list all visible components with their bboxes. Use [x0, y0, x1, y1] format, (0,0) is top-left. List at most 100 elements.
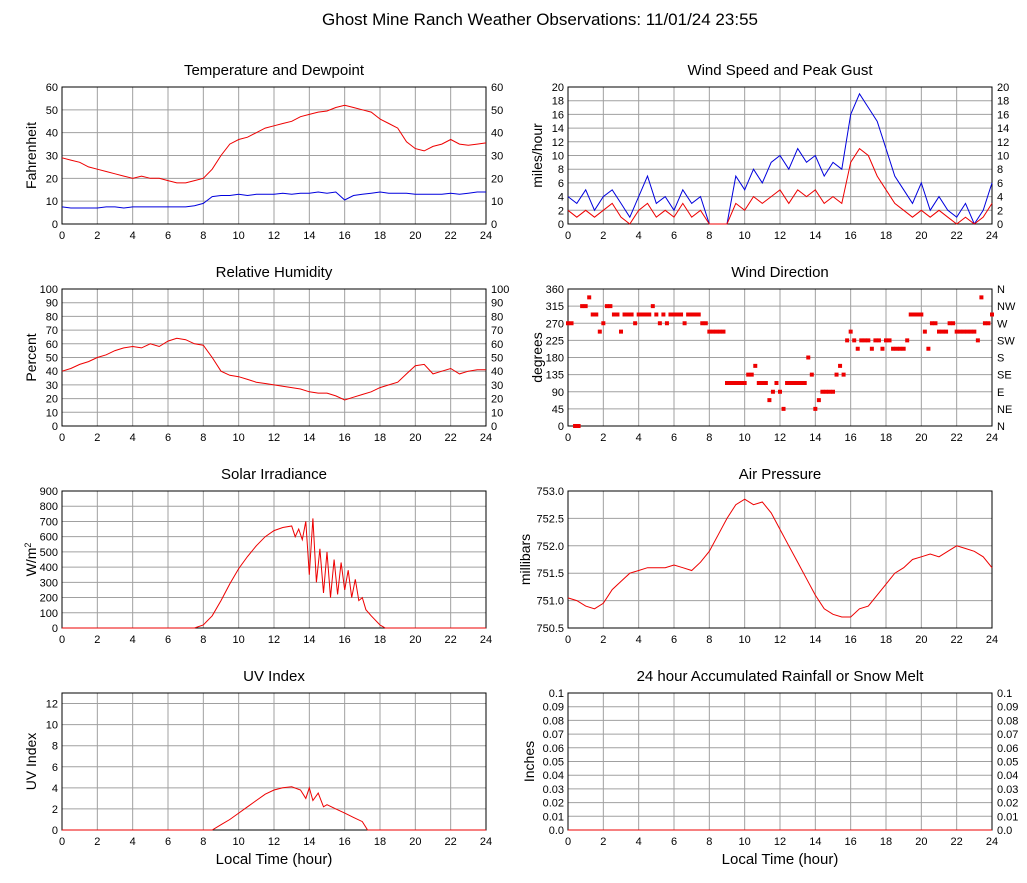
rain-right-tick-label: 0.1	[997, 688, 1012, 700]
wind_direction-point	[710, 329, 715, 334]
temperature-right-tick-label: 60	[491, 82, 503, 94]
wind_speed-ytick-label: 16	[552, 109, 564, 121]
wind_direction-point	[898, 346, 903, 351]
pressure-xtick-label: 0	[565, 634, 571, 646]
temperature-right-tick-label: 20	[491, 173, 503, 185]
wind_direction-xtick-label: 22	[951, 432, 963, 444]
wind_direction-point	[933, 321, 938, 326]
temperature-ytick-label: 40	[46, 128, 58, 140]
wind_direction-point	[901, 346, 906, 351]
wind_direction-xtick-label: 0	[565, 432, 571, 444]
uv-xtick-label: 16	[339, 836, 351, 848]
temperature-xtick-label: 8	[200, 230, 206, 242]
wind_direction-point	[852, 338, 857, 343]
wind_direction-point	[799, 380, 804, 385]
wind_direction-point	[951, 321, 956, 326]
wind_speed-xtick-label: 20	[915, 230, 927, 242]
wind_speed-xtick-label: 6	[671, 230, 677, 242]
wind_direction-point	[661, 312, 666, 317]
wind_direction-point	[664, 321, 669, 326]
wind_speed-right-tick-label: 6	[997, 178, 1003, 190]
pressure-xtick-label: 4	[636, 634, 642, 646]
solar-ytick-label: 500	[40, 547, 58, 559]
temperature-xtick-label: 18	[374, 230, 386, 242]
wind_direction-point	[880, 346, 885, 351]
wind_direction-point	[887, 338, 892, 343]
wind_direction-point	[728, 380, 733, 385]
rain-xlabel: Local Time (hour)	[722, 851, 839, 868]
humidity-xtick-label: 10	[233, 432, 245, 444]
humidity-relative-humidity-line	[61, 337, 486, 401]
pressure-title: Air Pressure	[739, 466, 822, 483]
humidity-ytick-label: 10	[46, 407, 58, 419]
humidity-ytick-label: 80	[46, 311, 58, 323]
temperature-xtick-label: 20	[409, 230, 421, 242]
wind_direction-point	[774, 380, 779, 385]
temperature-frame	[61, 86, 487, 225]
rain-ytick-label: 0.06	[543, 743, 564, 755]
solar-xtick-label: 20	[409, 634, 421, 646]
wind_direction-point	[693, 312, 698, 317]
solar-ylabel: W/m2	[23, 543, 39, 577]
solar-ytick-label: 600	[40, 532, 58, 544]
rain-right-tick-label: 0.0	[997, 825, 1012, 837]
solar-ytick-label: 700	[40, 516, 58, 528]
wind_direction-point	[732, 380, 737, 385]
solar-frame	[61, 490, 487, 629]
humidity-xtick-label: 14	[303, 432, 315, 444]
pressure-ytick-label: 752.5	[536, 513, 564, 525]
humidity-xtick-label: 24	[480, 432, 492, 444]
humidity-ytick-label: 40	[46, 366, 58, 378]
humidity-right-tick-label: 100	[491, 284, 509, 296]
wind_direction-point	[682, 321, 687, 326]
wind_direction-point	[703, 321, 708, 326]
pressure-xtick-label: 24	[986, 634, 998, 646]
temperature-ytick-label: 0	[52, 219, 58, 231]
wind_direction-xtick-label: 10	[739, 432, 751, 444]
wind_direction-point	[792, 380, 797, 385]
wind_direction-point	[739, 380, 744, 385]
uv-xtick-label: 20	[409, 836, 421, 848]
temperature-temperature-line	[61, 104, 487, 184]
rain-right-tick-label: 0.05	[997, 757, 1018, 769]
uv-ytick-label: 2	[52, 804, 58, 816]
temperature-right-tick-label: 50	[491, 105, 503, 117]
pressure-xtick-label: 18	[880, 634, 892, 646]
humidity-right-tick-label: 90	[491, 298, 503, 310]
wind_direction-point	[905, 338, 910, 343]
uv-xtick-label: 0	[59, 836, 65, 848]
wind_speed-xtick-label: 8	[706, 230, 712, 242]
wind_direction-point	[594, 312, 599, 317]
wind_direction-xtick-label: 8	[706, 432, 712, 444]
wind_direction-point	[756, 380, 761, 385]
pressure-xtick-label: 2	[600, 634, 606, 646]
wind_direction-ytick-label: 360	[546, 284, 564, 296]
solar-xtick-label: 14	[303, 634, 315, 646]
pressure-air-pressure-line	[567, 498, 993, 618]
uv-xtick-label: 4	[130, 836, 136, 848]
wind_direction-point	[569, 321, 574, 326]
solar-xtick-label: 10	[233, 634, 245, 646]
rain-right-tick-label: 0.09	[997, 702, 1018, 714]
humidity-ytick-label: 100	[40, 284, 58, 296]
wind_direction-point	[848, 329, 853, 334]
wind_direction-point	[915, 312, 920, 317]
rain-ytick-label: 0.09	[543, 702, 564, 714]
rain-xtick-label: 2	[600, 836, 606, 848]
rain-ytick-label: 0.1	[549, 688, 564, 700]
wind_direction-point	[587, 295, 592, 300]
rain-xtick-label: 24	[986, 836, 998, 848]
wind_direction-point	[884, 338, 888, 343]
wind_direction-point	[619, 329, 623, 334]
uv-xtick-label: 2	[94, 836, 100, 848]
wind_speed-right-tick-label: 10	[997, 151, 1009, 163]
rain-xtick-label: 20	[915, 836, 927, 848]
wind_direction-point	[573, 424, 578, 428]
wind_speed-ytick-label: 12	[552, 137, 564, 149]
wind_direction-point	[583, 304, 588, 309]
rain-ytick-label: 0.08	[543, 715, 564, 727]
wind_direction-point	[982, 321, 987, 326]
